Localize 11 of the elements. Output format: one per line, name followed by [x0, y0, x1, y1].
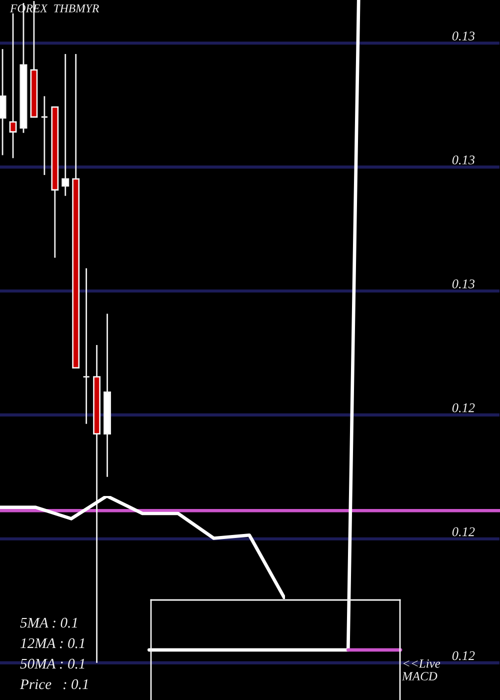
- annotation: <<Live MACD: [402, 659, 440, 680]
- y-tick-label: 0.13: [452, 279, 475, 288]
- annotation: 50MA : 0.1: [20, 658, 84, 669]
- annotation: 5MA : 0.1: [20, 618, 77, 628]
- annotation: Price : 0.1: [20, 679, 88, 690]
- y-tick-label: 0.12: [452, 651, 475, 660]
- y-tick-label: 0.12: [452, 527, 475, 536]
- y-tick-label: 0.12: [452, 403, 475, 412]
- annotation: 12MA : 0.1: [20, 638, 84, 648]
- y-tick-label: 0.13: [452, 32, 475, 41]
- y-tick-label: 0.13: [452, 155, 475, 164]
